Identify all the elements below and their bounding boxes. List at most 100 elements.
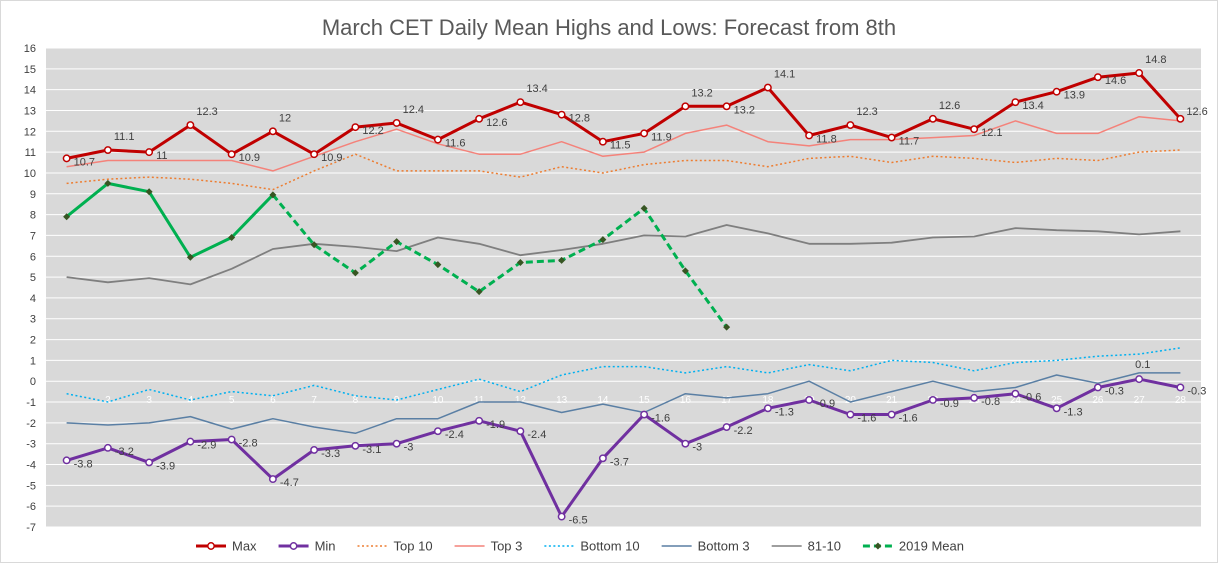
data-label-max: 10.7: [74, 156, 95, 168]
point-min: [1135, 375, 1144, 384]
data-label-min: -0.9: [940, 398, 959, 410]
data-label-min: -2.2: [734, 425, 753, 437]
x-tick-label: 17: [721, 395, 733, 406]
data-label-max: 11.5: [610, 140, 631, 152]
data-label-min: -2.8: [239, 438, 258, 450]
data-label-max: 11.6: [445, 138, 466, 150]
plot-background: [46, 48, 1201, 527]
legend-marker: [207, 542, 215, 550]
point-min: [392, 439, 401, 448]
point-mean2019: [434, 261, 442, 269]
point-min: [598, 454, 607, 463]
series-line-bottom3: [66, 372, 1181, 435]
data-label-min: -1.3: [775, 406, 794, 418]
data-label-min: -1.6: [899, 413, 918, 425]
legend-item-min: Min: [278, 539, 336, 554]
point-max: [805, 131, 814, 140]
x-tick-label: 10: [432, 395, 444, 406]
data-label-min: -4.7: [280, 477, 299, 489]
x-tick-label: 5: [229, 395, 235, 406]
chart-title: March CET Daily Mean Highs and Lows: For…: [322, 15, 896, 40]
point-max: [1052, 87, 1061, 96]
data-label-min: 0.1: [1135, 359, 1150, 371]
data-label-max: 14.1: [774, 69, 795, 81]
series-line-avg: [66, 224, 1181, 286]
point-max: [763, 83, 772, 92]
y-tick-label: 1: [30, 355, 36, 367]
data-label-max: 13.2: [734, 104, 755, 116]
y-tick-label: 12: [24, 126, 36, 138]
data-label-max: 12.3: [196, 106, 217, 118]
point-min: [722, 423, 731, 431]
y-tick-label: 3: [30, 314, 36, 326]
point-min: [557, 512, 566, 521]
data-label-min: -3.7: [610, 456, 629, 468]
point-max: [1135, 69, 1144, 77]
series-line-top10: [66, 149, 1181, 191]
series-line-max: [66, 71, 1182, 160]
data-label-min: -3.8: [74, 458, 93, 470]
point-mean2019: [475, 288, 483, 296]
point-max: [846, 121, 855, 130]
data-label-max: 13.9: [1064, 90, 1085, 102]
data-label-min: -2.9: [197, 440, 216, 452]
series-line-min: [66, 377, 1181, 519]
y-tick-label: 2: [30, 335, 36, 347]
data-label-min: -2.4: [445, 429, 464, 441]
data-label-min: -0.3: [1105, 385, 1124, 397]
data-label-max: 10.9: [321, 152, 342, 164]
x-tick-label: 7: [311, 395, 317, 406]
legend-label: Bottom 10: [580, 539, 639, 554]
data-label-max: 12: [279, 112, 291, 124]
series-line-bottom10: [66, 347, 1181, 403]
point-min: [1093, 383, 1102, 392]
point-mean2019: [63, 213, 71, 221]
x-tick-label: 9: [394, 395, 400, 406]
point-mean2019: [558, 256, 566, 264]
legend-label: Top 10: [394, 539, 433, 554]
y-tick-label: 14: [24, 85, 36, 97]
point-mean2019: [351, 269, 359, 277]
y-tick-label: -6: [26, 501, 36, 513]
y-tick-label: -2: [26, 418, 36, 430]
point-max: [433, 135, 442, 144]
data-label-min: -0.8: [981, 396, 1000, 408]
point-max: [103, 146, 112, 154]
y-tick-label: 13: [24, 105, 36, 117]
data-label-min: -6.5: [569, 515, 588, 527]
point-min: [1052, 404, 1061, 413]
point-mean2019: [104, 179, 112, 187]
x-tick-label: 6: [270, 395, 276, 406]
legend-item-avg: 81-10: [771, 539, 841, 554]
x-tick-label: 28: [1175, 395, 1187, 406]
x-tick-label: 25: [1051, 395, 1063, 406]
point-min: [227, 435, 236, 444]
legend-label: Max: [232, 539, 257, 554]
data-label-min: -0.6: [1022, 392, 1041, 404]
series-line-mean2019-solid: [65, 181, 274, 259]
data-label-max: 12.6: [1186, 106, 1207, 118]
data-label-min: -1.6: [651, 413, 670, 425]
point-min: [516, 427, 525, 436]
legend-marker: [874, 542, 882, 550]
data-label-max: 12.4: [403, 104, 424, 116]
data-label-min: -1.9: [486, 419, 505, 431]
point-mean2019: [393, 238, 401, 246]
point-max: [62, 154, 71, 163]
data-label-max: 11.9: [651, 131, 672, 143]
point-max: [640, 129, 649, 138]
data-label-max: 14.6: [1105, 75, 1126, 87]
data-label-min: -3: [692, 442, 702, 454]
legend: Max Min Top 10 Top 3 Bottom 10 Bottom 3 81-10 2…: [196, 539, 964, 554]
data-label-max: 12.1: [981, 127, 1002, 139]
point-max: [1176, 114, 1185, 123]
x-tick-label: 16: [680, 395, 692, 406]
point-min: [887, 410, 896, 419]
legend-item-mean2019: 2019 Mean: [862, 539, 964, 554]
point-max: [928, 114, 937, 123]
x-tick-label: 24: [1010, 395, 1022, 406]
y-tick-label: -5: [26, 480, 36, 492]
point-max: [392, 119, 401, 127]
y-tick-label: -3: [26, 439, 36, 451]
